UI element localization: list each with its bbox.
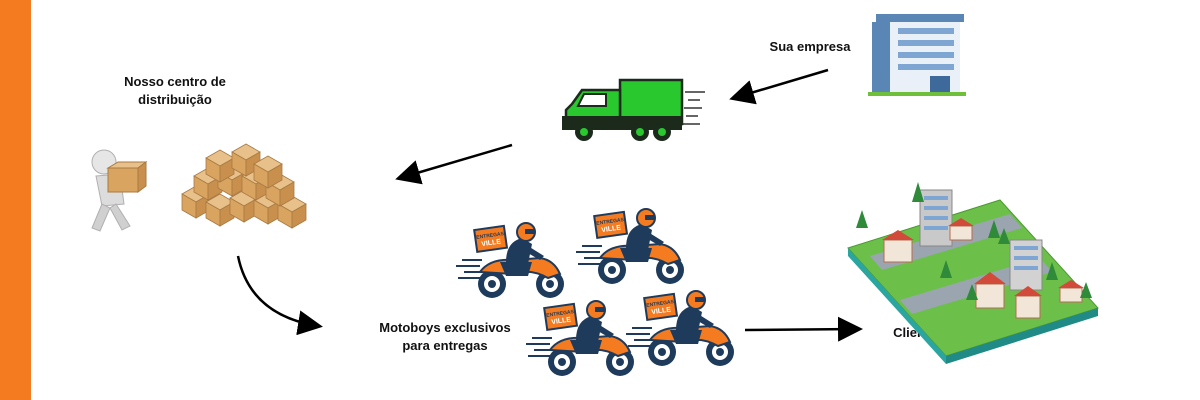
delivery-motorcycle-icon [576,209,684,284]
cardboard-boxes-icon [182,144,306,228]
arrow-motoboys-to-client [745,329,858,330]
office-building-icon [868,14,966,96]
isometric-city-icon [848,182,1098,364]
arrow-company-to-truck [734,70,828,98]
arrow-dc-to-motoboys [238,256,318,326]
delivery-motorcycle-icon [526,301,634,376]
worker-carrying-box-icon [92,150,146,231]
arrow-truck-to-dc [400,145,512,178]
delivery-motorcycle-icon [626,291,734,366]
delivery-motorcycle-icon [456,223,564,298]
delivery-truck-icon [562,80,705,141]
